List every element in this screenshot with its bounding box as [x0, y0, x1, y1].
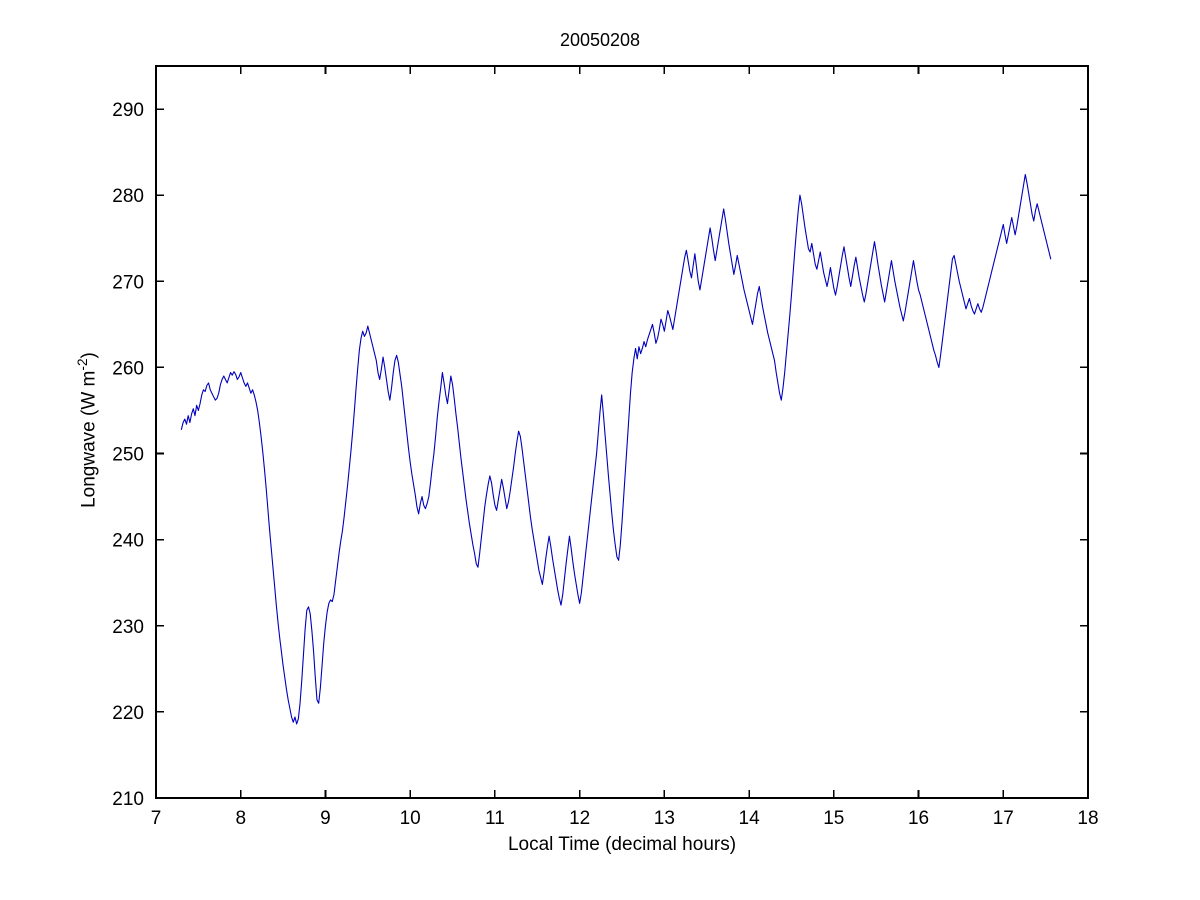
y-axis-label-tail: )	[78, 352, 100, 359]
x-tick-label: 9	[320, 808, 331, 829]
y-tick-label: 290	[112, 100, 144, 121]
x-tick-label: 17	[993, 808, 1014, 829]
x-tick-label: 12	[569, 808, 590, 829]
y-tick-label: 230	[112, 617, 144, 638]
x-tick-label: 13	[654, 808, 675, 829]
axes-group	[155, 65, 1089, 799]
x-axis-label: Local Time (decimal hours)	[507, 834, 737, 855]
x-tick-label: 10	[400, 808, 421, 829]
y-tick-label: 220	[112, 703, 144, 724]
x-tick-label: 15	[823, 808, 844, 829]
y-axis-label-exponent: -2	[75, 358, 90, 371]
axes-box	[155, 65, 1089, 799]
y-axis-label-base: Longwave (W m	[78, 370, 100, 508]
x-tick-label: 18	[1077, 808, 1098, 829]
tick-labels-group: 210 220 230 240 250 260 270 280 290 7 8 9 10 11 12 13 14…	[112, 100, 1098, 829]
x-tick-label: 16	[908, 808, 929, 829]
y-tick-label: 210	[112, 789, 144, 810]
chart-title: 20050208	[559, 30, 641, 50]
y-axis-label: Longwave (W m-2)	[75, 60, 100, 800]
x-tick-label: 8	[235, 808, 246, 829]
ticks-group	[155, 66, 1089, 799]
x-tick-label: 14	[739, 808, 761, 829]
y-tick-label: 260	[112, 358, 144, 379]
y-tick-label: 250	[112, 445, 144, 466]
x-tick-label: 11	[485, 808, 505, 829]
y-tick-label: 270	[112, 272, 144, 293]
x-tick-label: 7	[151, 808, 162, 829]
data-series-group	[180, 173, 1052, 725]
y-tick-label: 280	[112, 186, 144, 207]
y-tick-label: 240	[112, 531, 144, 552]
data-line-longwave	[180, 173, 1052, 725]
